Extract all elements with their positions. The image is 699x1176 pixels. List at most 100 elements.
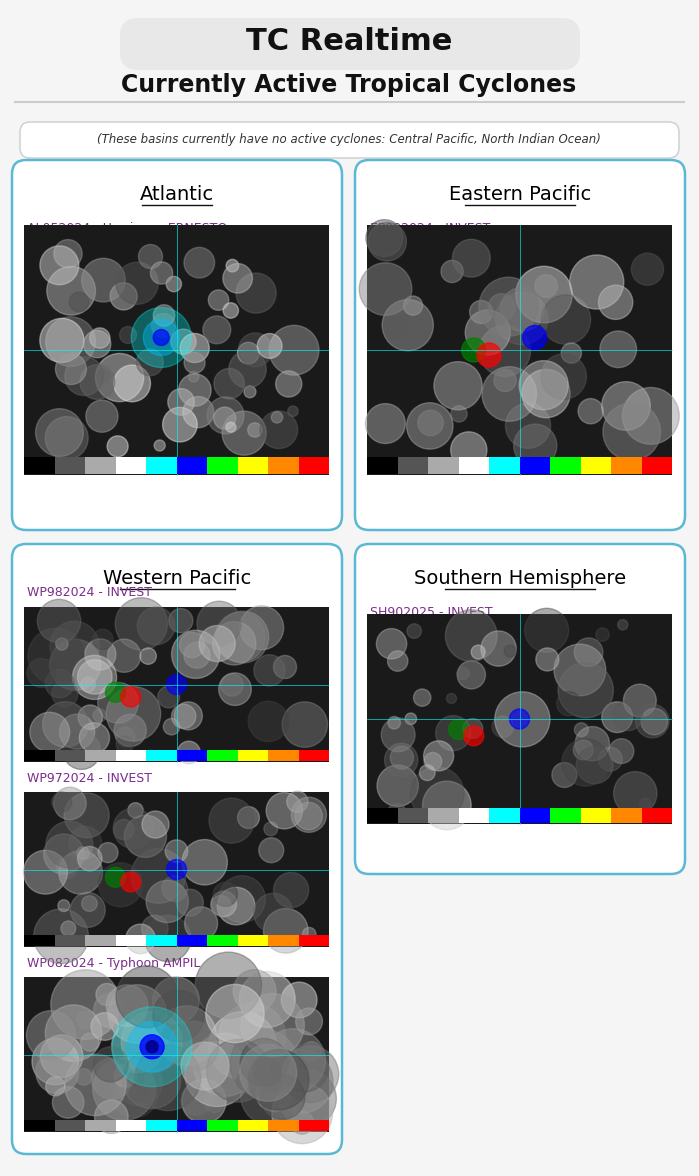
Circle shape [40,319,84,362]
Bar [146,456,177,474]
Text: Eastern Pacific: Eastern Pacific [449,186,591,205]
FancyBboxPatch shape [367,614,672,824]
Circle shape [212,622,256,664]
Circle shape [384,316,406,339]
Circle shape [614,771,657,815]
Bar [238,935,268,946]
Circle shape [296,1008,322,1035]
Circle shape [46,821,93,868]
Circle shape [256,1075,292,1111]
Circle shape [576,747,613,783]
Circle shape [142,811,169,838]
FancyBboxPatch shape [355,160,685,530]
Text: WP982024 - INVEST: WP982024 - INVEST [27,587,152,600]
Bar [115,456,146,474]
Circle shape [452,239,490,278]
Circle shape [407,623,421,639]
Circle shape [261,1075,305,1120]
Bar [489,456,519,474]
Circle shape [108,639,140,673]
Circle shape [34,909,89,963]
Circle shape [146,1041,158,1053]
Circle shape [217,887,255,924]
Circle shape [213,882,238,907]
Circle shape [165,840,188,862]
Circle shape [291,797,326,833]
Circle shape [578,399,603,423]
Circle shape [164,719,180,735]
Circle shape [552,762,577,788]
Circle shape [463,719,483,739]
FancyBboxPatch shape [24,977,329,1132]
Circle shape [65,356,103,395]
Circle shape [281,982,317,1017]
Circle shape [434,362,482,410]
Circle shape [281,1044,329,1091]
Circle shape [168,609,193,633]
Circle shape [59,850,103,894]
Bar [85,1121,115,1131]
Circle shape [171,630,219,679]
Circle shape [50,640,101,690]
Circle shape [58,900,70,911]
Text: AL052024 - Hurricane ERNESTO: AL052024 - Hurricane ERNESTO [27,221,227,234]
Bar [642,808,672,823]
Bar [177,456,207,474]
Circle shape [79,723,110,753]
Circle shape [573,740,593,760]
Bar [611,808,642,823]
Circle shape [480,326,531,376]
Circle shape [121,871,140,891]
Bar [459,456,489,474]
Bar [238,750,268,761]
Circle shape [602,702,633,733]
Circle shape [519,361,568,409]
Circle shape [122,1011,182,1073]
Circle shape [113,1073,157,1117]
Bar [207,750,238,761]
Circle shape [457,661,486,689]
Circle shape [45,1004,102,1062]
Circle shape [247,423,262,437]
Text: (These basins currently have no active cyclones: Central Pacific, North Indian O: (These basins currently have no active c… [97,134,601,147]
Circle shape [435,715,470,750]
Circle shape [382,300,433,350]
Circle shape [63,731,101,769]
Circle shape [302,1042,321,1061]
Circle shape [115,727,135,747]
Circle shape [575,723,589,736]
Circle shape [122,1050,181,1109]
Circle shape [136,349,164,376]
Bar [55,1121,85,1131]
Bar [519,808,550,823]
Circle shape [106,682,126,702]
Circle shape [238,342,259,363]
Bar [85,935,115,946]
Bar [207,935,238,946]
Bar [238,456,268,474]
Circle shape [219,1003,286,1070]
Bar [298,935,329,946]
Circle shape [82,259,125,302]
Circle shape [541,295,591,345]
Circle shape [64,1054,126,1116]
Circle shape [44,834,84,874]
Circle shape [609,739,634,763]
Circle shape [115,1058,162,1105]
Bar [85,750,115,761]
Circle shape [230,1030,298,1097]
Circle shape [259,837,284,863]
Circle shape [108,984,166,1043]
Bar [367,456,398,474]
Circle shape [510,709,530,729]
Circle shape [295,802,322,830]
Circle shape [91,1013,119,1041]
Circle shape [112,1007,192,1087]
Circle shape [166,276,182,292]
Circle shape [618,620,628,630]
Circle shape [71,893,106,928]
Bar [177,750,207,761]
Circle shape [249,1050,309,1110]
Circle shape [112,1021,164,1073]
Circle shape [541,354,586,400]
